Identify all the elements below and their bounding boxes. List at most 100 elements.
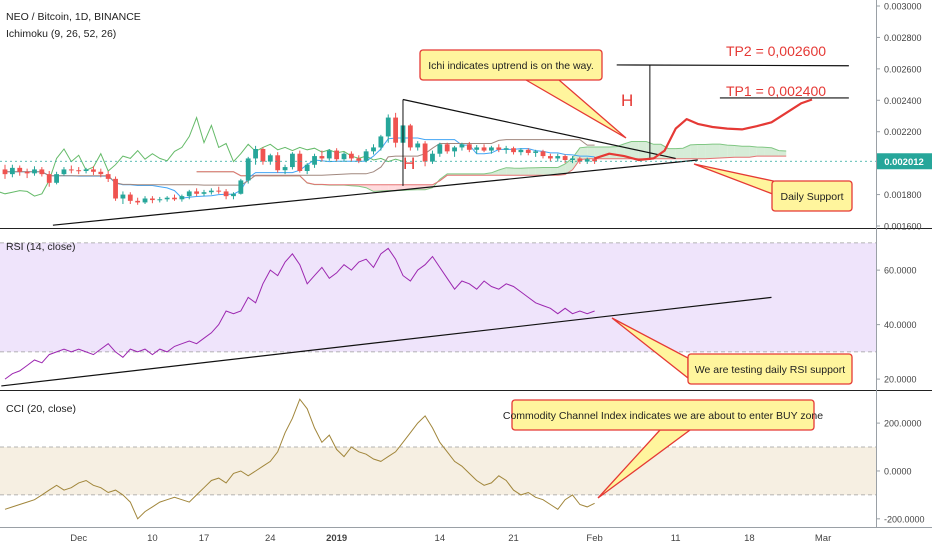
kumo-cloud-segment [749,146,756,157]
candle-body [342,154,347,160]
candle-body [408,125,413,147]
rsi-axis-tick-label: 40.0000 [884,320,917,330]
cci-axis-tick-label: -200.0000 [884,514,925,524]
candle-body [452,147,457,151]
time-axis-tick-label: 11 [671,533,681,544]
kumo-cloud-segment [727,145,734,158]
candle-body [320,156,325,158]
rsi-axis-tick-label: 20.0000 [884,375,917,385]
h-label-left: H [403,154,415,173]
cci-axis-tick-label: 0.0000 [884,466,912,476]
kumo-cloud-segment [381,185,388,191]
candle-body [371,147,376,151]
candle-body [305,165,310,171]
candle-body [393,118,398,143]
candle-body [253,149,258,158]
candle-body [143,199,148,203]
candle-body [150,199,155,201]
kumo-cloud-segment [514,168,521,175]
cci-band [0,447,876,495]
rsi-axis-tick-label: 60.0000 [884,266,917,276]
candle-body [202,192,207,194]
annotation-cci-text: Commodity Channel Index indicates we are… [503,410,823,422]
candle-body [511,148,516,152]
time-axis-tick-label: 21 [508,533,519,544]
candle-body [312,156,317,165]
candle-body [3,169,8,174]
candle-body [423,144,428,162]
h-label-right: H [621,91,633,110]
candle-body [76,170,81,171]
candle-body [268,155,273,161]
candle-body [25,172,30,174]
candle-body [47,174,52,183]
kumo-cloud-segment [720,144,727,158]
candle-body [533,151,538,153]
candle-body [526,150,531,153]
candle-body [430,154,435,162]
candle-body [445,144,450,151]
tp2-line [617,65,849,66]
annotation-daily-support-text: Daily Support [780,191,843,203]
candle-body [467,144,472,150]
candle-body [519,150,524,152]
candle-body [194,191,199,193]
candle-body [261,149,266,162]
tp1-label: TP1 = 0,002400 [726,83,826,99]
cci-axis-tick-label: 200.0000 [884,419,922,429]
time-axis-tick-label: 18 [744,533,755,544]
price-axis-tick-label: 0.003000 [884,2,922,12]
candle-body [216,191,221,192]
candle-body [32,169,37,173]
candle-body [489,147,494,150]
candle-body [563,156,568,160]
candle-body [415,144,420,148]
candle-body [69,169,74,170]
time-axis-tick-label: 24 [265,533,276,544]
candle-body [297,154,302,171]
candle-body [39,169,44,174]
kumo-cloud-segment [506,168,513,176]
annotation-rsi-text: We are testing daily RSI support [695,364,845,376]
candle-body [187,191,192,196]
candle-body [106,174,111,179]
kumo-cloud-segment [580,147,587,160]
price-title: NEO / Bitcoin, 1D, BINANCE [6,11,141,23]
candle-body [98,172,103,174]
kumo-cloud-segment [713,144,720,158]
candle-body [555,156,560,158]
price-axis-tick-label: 0.002800 [884,33,922,43]
kumo-cloud-segment [521,168,528,175]
cci-title: CCI (20, close) [6,403,76,415]
candle-body [209,191,214,193]
candle-body [460,144,465,147]
candle-body [172,198,177,200]
kumo-cloud-segment [528,168,535,176]
candle-body [327,151,332,159]
kumo-cloud-segment [735,145,742,157]
rsi-title: RSI (14, close) [6,241,75,253]
candle-body [84,169,89,171]
time-axis-tick-label: Feb [586,533,602,544]
candle-body [356,158,361,160]
time-axis-tick-label: 10 [147,533,158,544]
candle-body [224,191,229,196]
candle-body [275,155,280,170]
candle-body [17,168,22,172]
kumo-cloud-segment [705,144,712,159]
annotation-ichi-text: Ichi indicates uptrend is on the way. [428,60,594,72]
kumo-cloud-segment [543,167,550,175]
price-axis-tick-label: 0.002200 [884,127,922,137]
candle-body [128,195,133,201]
kumo-cloud-segment [698,144,705,158]
last-price-text: 0.002012 [884,157,924,168]
candle-body [121,195,126,199]
kumo-cloud-segment [742,146,749,157]
candle-body [378,136,383,147]
candle-body [62,169,67,174]
candle-body [482,147,487,150]
candle-body [496,147,501,149]
ichimoku-label: Ichimoku (9, 26, 52, 26) [6,28,116,40]
kumo-cloud-segment [609,147,616,159]
candle-body [238,180,243,193]
